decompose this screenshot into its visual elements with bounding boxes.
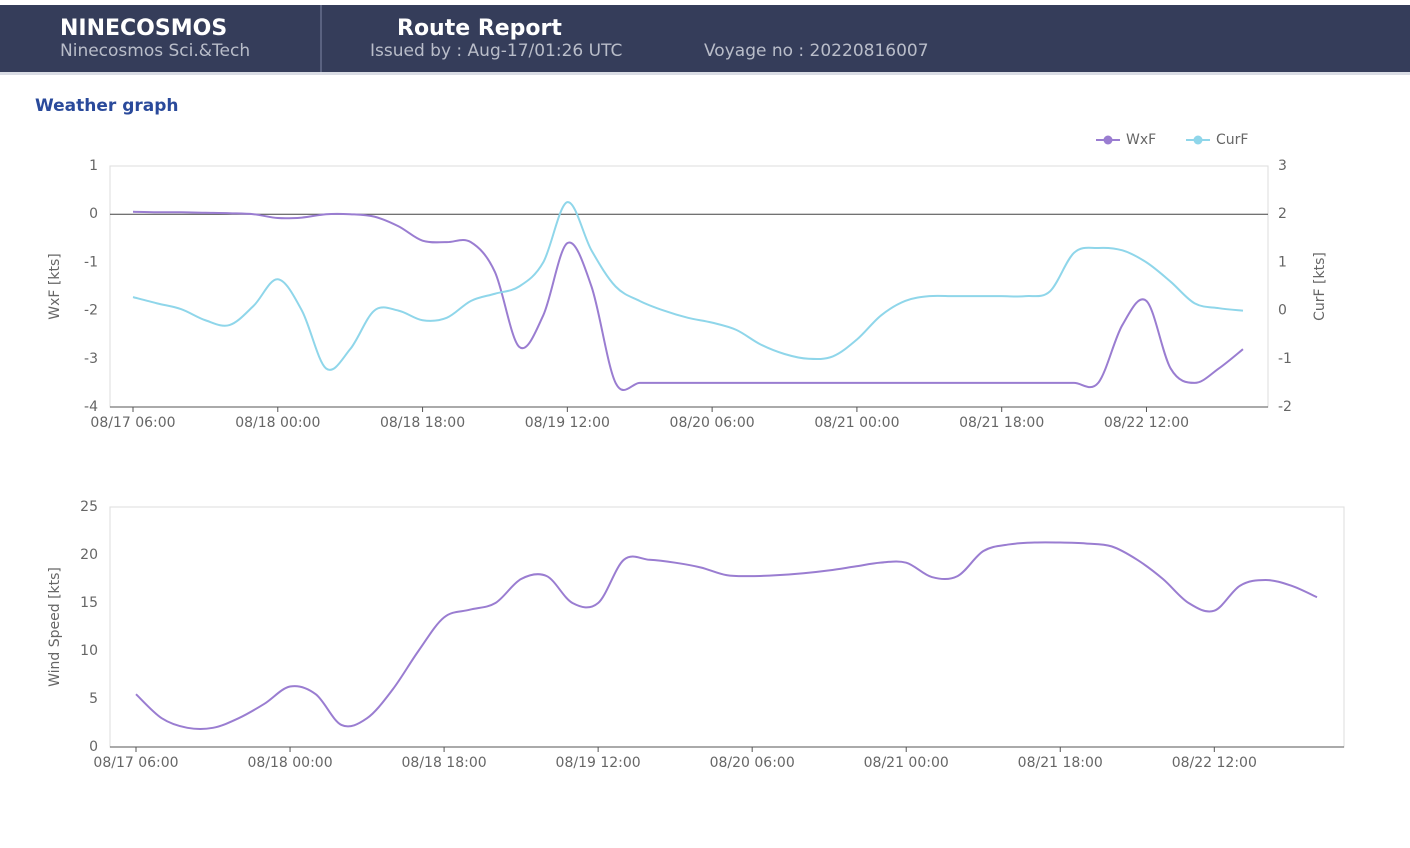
y2-tick-label: 3 <box>1278 158 1287 174</box>
y-tick-label: -3 <box>84 351 98 367</box>
y-tick-label: 25 <box>80 499 98 515</box>
y-axis-label: WxF [kts] <box>47 253 63 319</box>
x-tick-label: 08/22 12:00 <box>1104 415 1189 431</box>
plot-frame <box>109 506 1345 748</box>
report-title: Route Report <box>397 16 562 41</box>
data-line <box>132 210 1244 391</box>
y-axis-label: Wind Speed [kts] <box>47 567 63 687</box>
brand: NINECOSMOS <box>60 16 227 41</box>
x-tick-label: 08/17 06:00 <box>90 415 175 431</box>
y-tick-label: 20 <box>80 547 98 563</box>
y-tick-label: 1 <box>89 158 98 174</box>
y2-axis-label: CurF [kts] <box>1312 252 1328 321</box>
x-tick-label: 08/19 12:00 <box>525 415 610 431</box>
header-shadow <box>0 72 1410 75</box>
y-tick-label: -2 <box>84 303 98 319</box>
x-tick-label: 08/21 00:00 <box>864 755 949 771</box>
y-tick-label: -4 <box>84 399 98 415</box>
y-tick-label: -1 <box>84 254 98 270</box>
x-tick-label: 08/18 00:00 <box>235 415 320 431</box>
y-tick-label: 5 <box>89 691 98 707</box>
x-tick-label: 08/21 18:00 <box>959 415 1044 431</box>
legend-dot <box>1103 135 1113 145</box>
x-tick-label: 08/18 18:00 <box>402 755 487 771</box>
company: Ninecosmos Sci.&Tech <box>60 41 250 61</box>
x-tick-label: 08/18 18:00 <box>380 415 465 431</box>
legend-item: WxF <box>1096 132 1156 148</box>
legend-item: CurF <box>1186 132 1248 148</box>
x-tick-label: 08/19 12:00 <box>556 755 641 771</box>
x-tick-label: 08/21 00:00 <box>814 415 899 431</box>
y-tick-label: 15 <box>80 595 98 611</box>
y2-tick-label: -1 <box>1278 351 1292 367</box>
voyage: Voyage no : 20220816007 <box>704 41 929 61</box>
y-tick-label: 0 <box>89 206 98 222</box>
section-title: Weather graph <box>35 96 179 116</box>
x-tick-label: 08/17 06:00 <box>93 755 178 771</box>
y2-tick-label: -2 <box>1278 399 1292 415</box>
y-tick-label: 10 <box>80 643 98 659</box>
legend-label: CurF <box>1216 132 1248 148</box>
y-tick-label: 0 <box>89 739 98 755</box>
data-line <box>132 201 1244 371</box>
y2-tick-label: 0 <box>1278 303 1287 319</box>
x-tick-label: 08/21 18:00 <box>1018 755 1103 771</box>
y2-tick-label: 1 <box>1278 254 1287 270</box>
x-tick-label: 08/20 06:00 <box>670 415 755 431</box>
x-tick-label: 08/22 12:00 <box>1172 755 1257 771</box>
x-tick-label: 08/20 06:00 <box>710 755 795 771</box>
x-tick-label: 08/18 00:00 <box>247 755 332 771</box>
header-bar <box>0 5 1410 72</box>
data-line <box>135 541 1318 730</box>
legend-dot <box>1193 135 1203 145</box>
legend-label: WxF <box>1126 132 1156 148</box>
issued: Issued by : Aug-17/01:26 UTC <box>370 41 622 61</box>
plot-frame <box>109 165 1269 408</box>
y2-tick-label: 2 <box>1278 206 1287 222</box>
